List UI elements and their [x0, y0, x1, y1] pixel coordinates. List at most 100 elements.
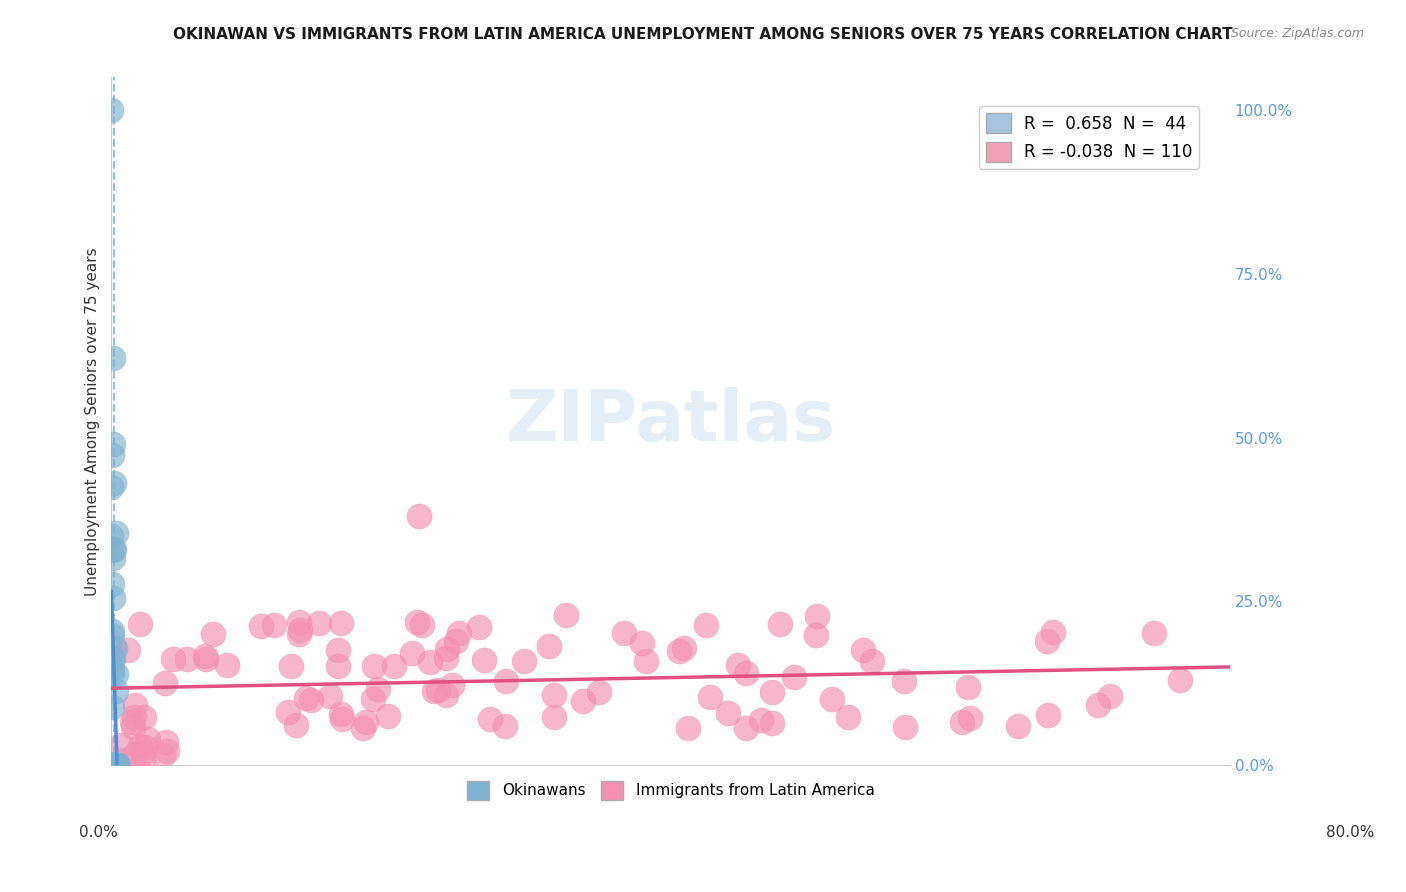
Point: [105, 758, 128, 772]
Point: [308, 615, 330, 630]
Point: [329, 615, 352, 630]
Point: [957, 681, 980, 695]
Point: [749, 713, 772, 727]
Point: [860, 654, 883, 668]
Point: [101, 624, 124, 639]
Point: [122, 720, 145, 734]
Point: [377, 709, 399, 723]
Point: [103, 758, 125, 772]
Point: [105, 758, 128, 772]
Point: [101, 758, 124, 772]
Point: [405, 615, 427, 630]
Point: [152, 748, 174, 763]
Point: [124, 747, 146, 762]
Point: [156, 744, 179, 758]
Point: [101, 699, 124, 714]
Text: 80.0%: 80.0%: [1326, 825, 1374, 840]
Point: [104, 666, 127, 681]
Point: [699, 690, 721, 705]
Point: [512, 654, 534, 668]
Point: [467, 620, 489, 634]
Point: [100, 448, 122, 462]
Point: [672, 640, 695, 655]
Point: [735, 665, 758, 680]
Point: [101, 667, 124, 681]
Point: [100, 758, 122, 772]
Point: [105, 684, 128, 698]
Point: [543, 688, 565, 702]
Point: [426, 682, 449, 697]
Point: [356, 715, 378, 730]
Point: [105, 525, 128, 540]
Point: [162, 652, 184, 666]
Point: [332, 712, 354, 726]
Point: [495, 673, 517, 688]
Text: ZIPatlas: ZIPatlas: [506, 387, 835, 456]
Point: [299, 693, 322, 707]
Point: [1035, 634, 1057, 648]
Point: [217, 658, 239, 673]
Point: [263, 618, 285, 632]
Point: [104, 758, 127, 772]
Point: [436, 688, 458, 702]
Point: [101, 758, 124, 772]
Point: [821, 692, 844, 706]
Point: [129, 739, 152, 753]
Point: [352, 721, 374, 735]
Text: 0.0%: 0.0%: [79, 825, 118, 840]
Point: [472, 653, 495, 667]
Point: [101, 550, 124, 565]
Point: [893, 673, 915, 688]
Point: [100, 103, 122, 118]
Point: [250, 619, 273, 633]
Point: [668, 644, 690, 658]
Point: [384, 659, 406, 673]
Point: [105, 758, 128, 772]
Point: [950, 714, 973, 729]
Point: [101, 652, 124, 666]
Point: [478, 713, 501, 727]
Point: [104, 758, 127, 772]
Point: [288, 626, 311, 640]
Point: [1087, 698, 1109, 713]
Point: [367, 682, 389, 697]
Point: [294, 691, 316, 706]
Point: [107, 758, 129, 772]
Point: [201, 626, 224, 640]
Point: [100, 529, 122, 543]
Point: [155, 734, 177, 748]
Point: [103, 758, 125, 772]
Point: [361, 691, 384, 706]
Point: [101, 436, 124, 450]
Point: [101, 758, 124, 772]
Point: [363, 658, 385, 673]
Point: [1007, 719, 1029, 733]
Point: [434, 650, 457, 665]
Point: [100, 480, 122, 494]
Point: [132, 710, 155, 724]
Point: [117, 642, 139, 657]
Point: [319, 689, 342, 703]
Point: [103, 758, 125, 772]
Point: [554, 608, 576, 623]
Point: [101, 758, 124, 772]
Point: [104, 640, 127, 655]
Point: [103, 758, 125, 772]
Point: [761, 716, 783, 731]
Point: [328, 659, 350, 673]
Point: [330, 707, 353, 722]
Y-axis label: Unemployment Among Seniors over 75 years: Unemployment Among Seniors over 75 years: [86, 247, 100, 596]
Point: [134, 739, 156, 754]
Text: Source: ZipAtlas.com: Source: ZipAtlas.com: [1230, 27, 1364, 40]
Point: [447, 625, 470, 640]
Point: [103, 758, 125, 772]
Point: [101, 758, 124, 772]
Point: [101, 351, 124, 365]
Point: [441, 678, 464, 692]
Point: [676, 721, 699, 735]
Point: [806, 628, 828, 642]
Point: [101, 542, 124, 557]
Point: [806, 608, 828, 623]
Point: [411, 618, 433, 632]
Point: [101, 649, 124, 664]
